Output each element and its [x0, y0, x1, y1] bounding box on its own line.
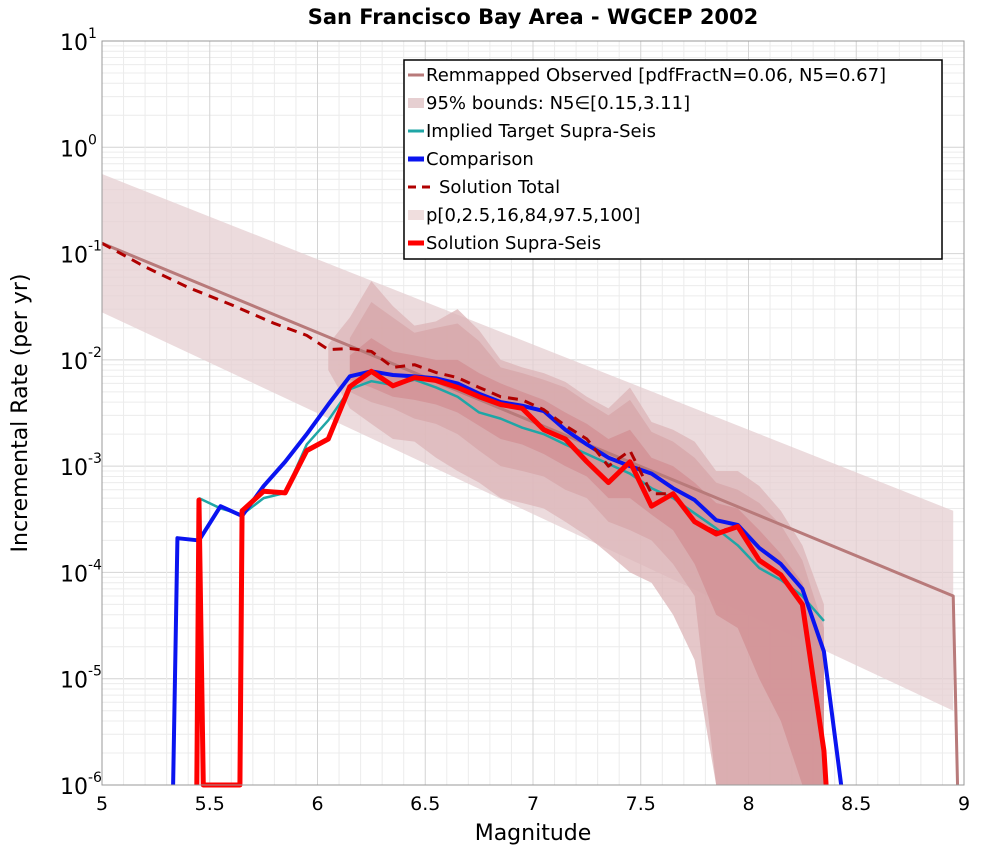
- x-tick-label: 8.5: [841, 793, 871, 815]
- legend-label: Solution Supra-Seis: [426, 233, 601, 254]
- x-tick-label: 8: [742, 793, 754, 815]
- legend-label: Implied Target Supra-Seis: [426, 121, 656, 142]
- y-tick-label: 10-1: [60, 239, 102, 269]
- legend-label: Remmapped Observed [pdfFractN=0.06, N5=0…: [426, 65, 886, 86]
- band-percentiles-inner: [349, 302, 824, 785]
- x-tick-label: 6: [311, 793, 323, 815]
- legend-box: [403, 59, 943, 260]
- x-tick-label: 5: [96, 793, 108, 815]
- legend: Remmapped Observed [pdfFractN=0.06, N5=0…: [403, 59, 943, 260]
- legend-label: p[0,2.5,16,84,97.5,100]: [426, 205, 640, 226]
- x-axis-ticks: 5 5.5 6 6.5 7 7.5 8 8.5 9: [96, 793, 970, 815]
- y-tick-label: 101: [60, 26, 97, 56]
- legend-label: Comparison: [426, 149, 534, 170]
- legend-swatch: [408, 210, 424, 220]
- legend-label: Solution Total: [439, 177, 560, 198]
- y-tick-label: 10-2: [60, 345, 102, 375]
- y-tick-label: 10-5: [60, 664, 102, 694]
- series-line: [194, 368, 829, 788]
- x-tick-label: 7.5: [626, 793, 656, 815]
- y-tick-label: 10-4: [60, 557, 102, 587]
- y-tick-label: 10-3: [60, 451, 102, 481]
- x-tick-label: 5.5: [195, 793, 225, 815]
- y-tick-label: 100: [60, 132, 97, 162]
- legend-label: 95% bounds: N5∈[0.15,3.11]: [426, 93, 690, 114]
- series-line: [101, 241, 826, 754]
- y-axis-label: Incremental Rate (per yr): [8, 274, 33, 553]
- y-tick-label: 10-6: [60, 770, 102, 800]
- series-layer: [101, 241, 960, 788]
- x-tick-label: 9: [958, 793, 970, 815]
- x-tick-label: 7: [527, 793, 539, 815]
- plot-frame: [101, 40, 965, 786]
- x-tick-label: 6.5: [410, 793, 440, 815]
- x-axis-label: Magnitude: [475, 821, 592, 846]
- legend-swatch: [408, 98, 424, 108]
- y-axis-ticks: 101 100 10-1 10-2 10-3 10-4 10-5 10-6: [60, 26, 102, 800]
- chart-title: San Francisco Bay Area - WGCEP 2002: [308, 5, 759, 29]
